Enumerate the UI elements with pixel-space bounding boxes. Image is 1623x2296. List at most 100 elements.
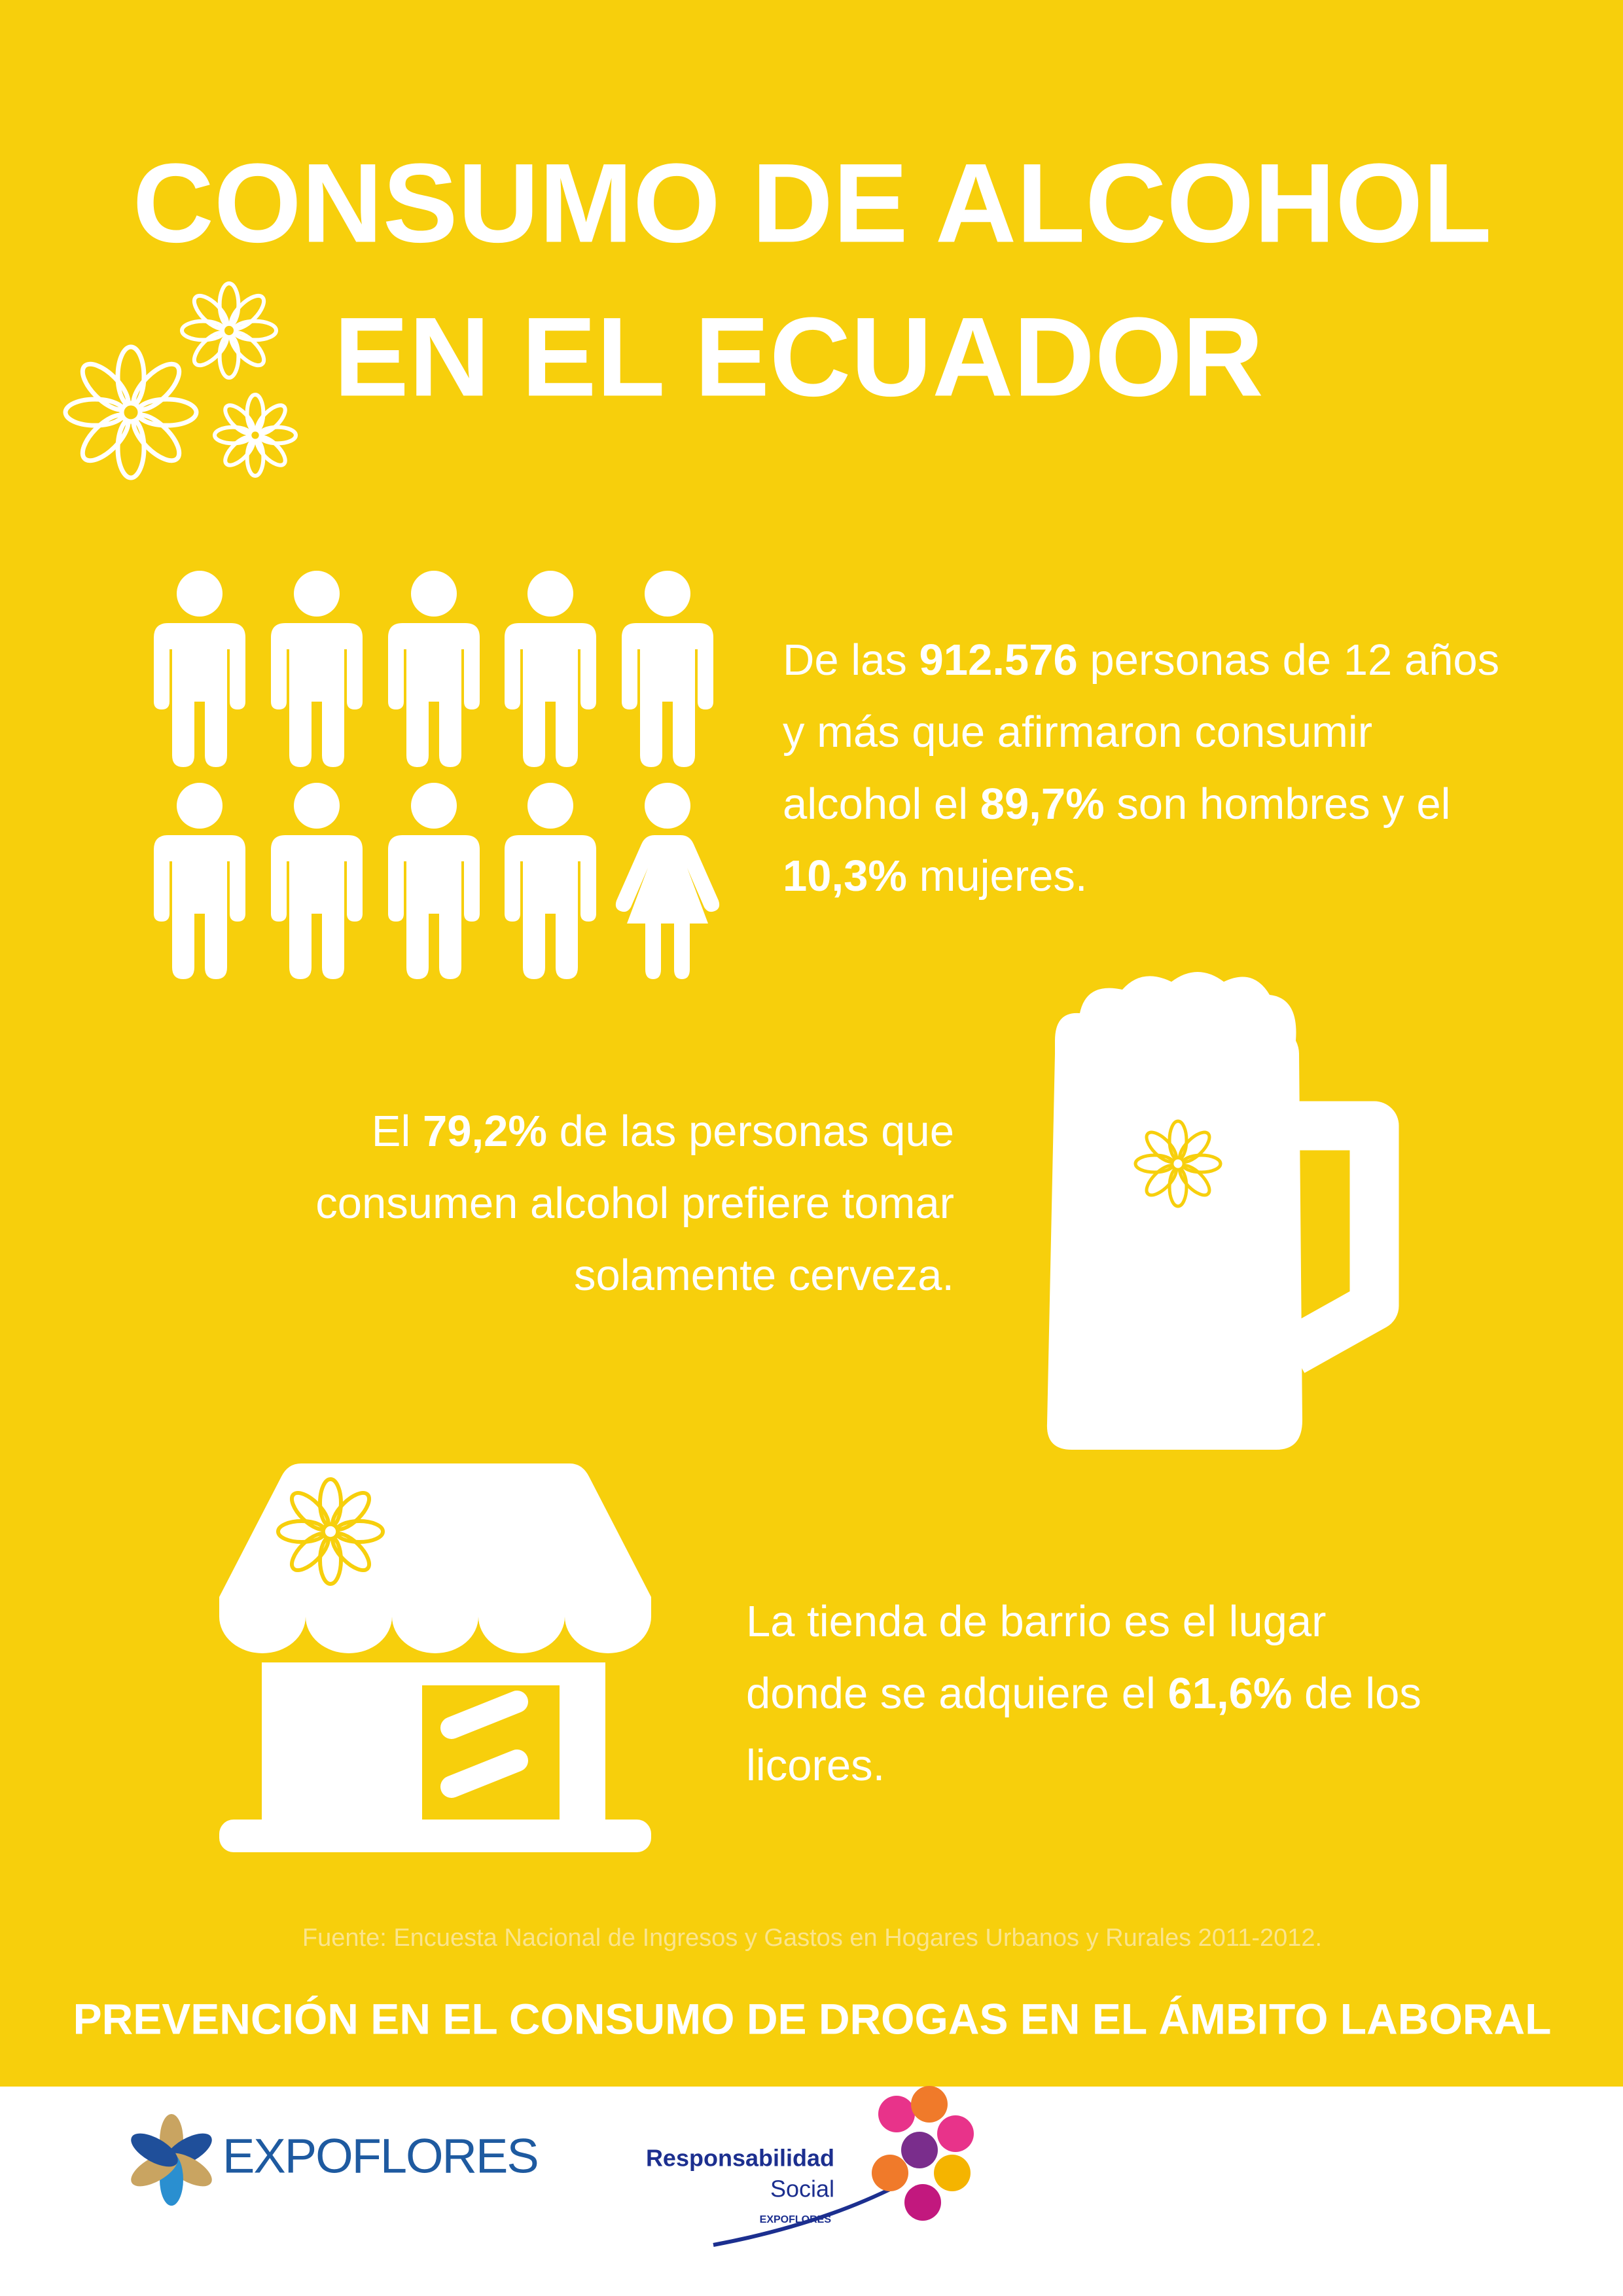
flower <box>1133 1119 1222 1208</box>
stat-line: alcohol el 89,7% son hombres y el <box>783 780 1451 829</box>
stat-text: licores. <box>746 1741 885 1790</box>
content: CONSUMO DE ALCOHOL EN EL ECUADOR De las 91… <box>73 140 1552 2225</box>
man-icon <box>154 783 245 979</box>
store-base <box>219 1820 651 1852</box>
rs-swoosh <box>713 2184 898 2247</box>
rs-line1: Responsabilidad <box>646 2145 834 2172</box>
expoflores-logo: EXPOFLORES <box>223 2129 538 2183</box>
window-bar <box>440 1691 528 1739</box>
flower-center <box>220 321 238 340</box>
hand <box>901 2132 938 2168</box>
man-icon <box>505 783 596 979</box>
man-icon <box>505 571 596 767</box>
head <box>411 783 457 829</box>
stat-text: personas de 12 años <box>1078 636 1499 685</box>
head <box>527 783 573 829</box>
stat-text: son hombres y el <box>1105 780 1451 829</box>
stat-line: De las 912.576 personas de 12 años <box>783 636 1499 685</box>
hand <box>878 2096 915 2132</box>
store <box>219 1463 651 1852</box>
stat-highlight: 61,6% <box>1168 1669 1292 1718</box>
man-icon <box>154 571 245 767</box>
body <box>505 623 596 767</box>
stat-text: mujeres. <box>907 852 1088 901</box>
body <box>271 835 363 979</box>
head <box>177 783 223 829</box>
stat-text: La tienda de barrio es el lugar <box>746 1597 1326 1646</box>
stat-line: licores. <box>746 1741 885 1790</box>
flower <box>63 344 199 480</box>
stat-text: de las personas que <box>547 1107 954 1156</box>
swirl-petal <box>131 2133 178 2167</box>
stat-text: De las <box>783 636 919 685</box>
head <box>294 571 340 617</box>
mug-handle <box>1280 1101 1399 1373</box>
flower-center <box>321 1522 340 1541</box>
stat-line: solamente cerveza. <box>574 1251 954 1300</box>
head <box>177 571 223 617</box>
stat-line: El 79,2% de las personas que <box>372 1107 954 1156</box>
decorations <box>63 281 1399 2247</box>
body <box>505 835 596 979</box>
stat-line: y más que afirmaron consumir <box>783 708 1372 757</box>
body <box>388 835 480 979</box>
flower <box>276 1477 385 1586</box>
stat-text: solamente cerveza. <box>574 1251 954 1300</box>
man-icon <box>622 571 713 767</box>
head <box>294 783 340 829</box>
stat-line: La tienda de barrio es el lugar <box>746 1597 1326 1646</box>
rs-hands <box>872 2086 974 2221</box>
stat-line: 10,3% mujeres. <box>783 852 1088 901</box>
body <box>154 623 245 767</box>
body <box>615 835 720 979</box>
flower-center <box>1170 1156 1186 1172</box>
beer-mug <box>1046 972 1399 1450</box>
man-icon <box>388 783 480 979</box>
mug-body <box>1046 972 1302 1450</box>
stat-text: donde se adquiere el <box>746 1669 1168 1718</box>
man-icon <box>271 783 363 979</box>
stat-highlight: 79,2% <box>423 1107 547 1156</box>
window-bar <box>440 1749 528 1798</box>
stat-text: de los <box>1292 1669 1421 1718</box>
awning <box>219 1463 651 1653</box>
stat-line: donde se adquiere el 61,6% de los <box>746 1669 1421 1718</box>
body <box>622 623 713 767</box>
woman-icon <box>615 783 720 979</box>
hand <box>937 2115 974 2152</box>
head <box>527 571 573 617</box>
logo-band <box>0 2087 1623 2296</box>
head <box>411 571 457 617</box>
stat-line: consumen alcohol prefiere tomar <box>315 1179 954 1228</box>
source-note: Fuente: Encuesta Nacional de Ingresos y … <box>302 1924 1322 1952</box>
flower-center <box>247 427 263 443</box>
stat-text: El <box>372 1107 423 1156</box>
rs-line2: Social <box>770 2176 834 2202</box>
flower <box>180 281 278 380</box>
title-line: CONSUMO DE ALCOHOL <box>133 140 1492 266</box>
flower-center <box>119 401 143 424</box>
stat-highlight: 912.576 <box>919 636 1078 685</box>
footer-heading: PREVENCIÓN EN EL CONSUMO DE DROGAS EN EL… <box>73 1994 1552 2043</box>
man-icon <box>388 571 480 767</box>
body <box>271 623 363 767</box>
flower <box>213 393 298 478</box>
head <box>645 783 690 829</box>
stat-highlight: 10,3% <box>783 852 907 901</box>
head <box>645 571 690 617</box>
stat-text: y más que afirmaron consumir <box>783 708 1372 757</box>
stat-highlight: 89,7% <box>980 780 1105 829</box>
title-line: EN EL ECUADOR <box>334 294 1264 420</box>
hand <box>872 2155 908 2191</box>
rs-brand: EXPOFLORES <box>760 2214 832 2225</box>
body <box>154 835 245 979</box>
stat-text: consumen alcohol prefiere tomar <box>315 1179 954 1228</box>
body <box>388 623 480 767</box>
man-icon <box>271 571 363 767</box>
expoflores-mark <box>131 2114 212 2206</box>
hand <box>911 2086 948 2123</box>
stat-text: alcohol el <box>783 780 980 829</box>
hand <box>934 2155 971 2191</box>
